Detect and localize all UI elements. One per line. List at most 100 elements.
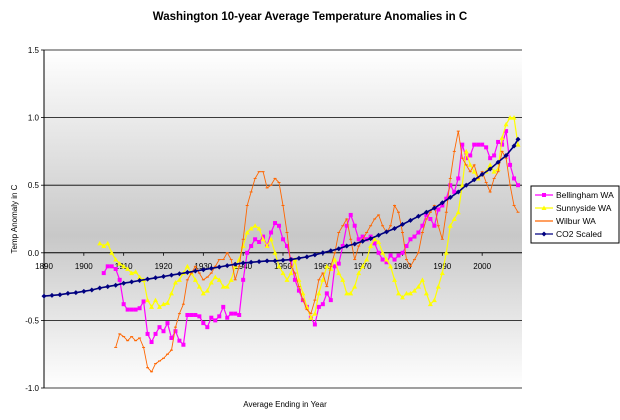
data-point (105, 264, 110, 269)
data-point (423, 290, 429, 296)
data-point (360, 234, 365, 239)
x-tick-label: 1900 (75, 262, 93, 271)
y-tick-label: 0.0 (28, 249, 40, 258)
data-point (241, 277, 246, 282)
data-point (332, 264, 337, 269)
legend-label: Wilbur WA (556, 216, 596, 226)
data-point (328, 266, 334, 272)
data-point (348, 212, 353, 217)
data-point (264, 258, 270, 264)
data-point (256, 225, 262, 231)
series-wilbur-wa (114, 130, 520, 373)
data-point (161, 329, 166, 334)
legend-entry: Wilbur WA (535, 216, 596, 226)
data-point (185, 312, 190, 317)
data-point (288, 270, 294, 276)
data-point (511, 143, 517, 149)
data-point (225, 315, 230, 320)
y-axis: 1.5 1.0 0.5 0.0 -0.5 -1.0 (25, 46, 45, 393)
data-point (419, 277, 425, 282)
data-point (269, 230, 274, 235)
legend: Bellingham WA Sunnyside WA Wilbur WA CO2 Sc… (530, 185, 620, 244)
data-point (216, 277, 222, 282)
data-point (184, 263, 190, 269)
data-point (352, 241, 358, 247)
x-tick-label: 1890 (35, 262, 53, 271)
data-point (388, 263, 394, 269)
data-point (344, 223, 349, 228)
data-point (515, 136, 521, 142)
data-point (228, 277, 234, 282)
data-point (420, 223, 425, 228)
data-point (161, 301, 166, 307)
data-point (41, 293, 47, 299)
data-point (133, 307, 138, 312)
data-point (320, 250, 326, 256)
data-point (161, 273, 166, 279)
data-point (200, 290, 206, 296)
data-point (97, 285, 103, 291)
y-tick-label: 1.0 (28, 114, 40, 123)
data-point (248, 259, 254, 265)
data-point (193, 312, 198, 317)
x-tick-label: 1930 (194, 262, 212, 271)
data-point (109, 264, 114, 269)
data-point (447, 223, 453, 228)
data-point (332, 257, 338, 262)
data-point (121, 280, 127, 286)
data-point (380, 257, 385, 262)
data-point (89, 287, 95, 293)
data-point (455, 209, 461, 215)
data-point (256, 259, 262, 265)
data-point (380, 250, 386, 255)
data-point (260, 236, 266, 242)
data-point (184, 269, 190, 275)
data-point (129, 307, 134, 312)
data-point (296, 255, 302, 261)
data-point (328, 298, 333, 303)
data-point (336, 246, 342, 252)
legend-entry: Sunnyside WA (535, 203, 612, 213)
data-point (240, 260, 246, 266)
data-point (444, 196, 449, 201)
data-point (224, 263, 230, 269)
data-point (173, 329, 178, 334)
y-tick-label: 1.5 (28, 46, 40, 55)
data-point (496, 139, 501, 144)
data-point (468, 153, 473, 158)
data-point (149, 340, 154, 345)
data-point (491, 169, 497, 174)
data-point (192, 277, 198, 282)
data-point (500, 142, 505, 147)
series-line (99, 116, 519, 319)
data-point (439, 200, 445, 206)
x-tick-label: 1940 (234, 262, 252, 271)
data-point (113, 282, 119, 288)
data-point (257, 239, 262, 244)
data-point (281, 237, 285, 242)
data-point (348, 290, 354, 296)
data-point (157, 325, 162, 330)
data-point (105, 284, 111, 290)
data-point (212, 274, 218, 280)
data-point (49, 292, 55, 298)
data-point (137, 278, 143, 284)
data-point (168, 272, 174, 278)
series-co2-scaled (41, 136, 521, 299)
legend-entry: Bellingham WA (535, 190, 614, 200)
data-point (440, 203, 445, 208)
data-point (81, 288, 87, 294)
data-point (448, 183, 453, 188)
data-point (435, 284, 441, 289)
data-point (452, 189, 457, 194)
data-point (495, 159, 501, 165)
data-point (471, 177, 477, 183)
data-point (384, 257, 390, 262)
data-point (153, 275, 159, 281)
data-point (432, 223, 437, 228)
data-point (209, 315, 214, 320)
data-point (121, 263, 127, 269)
data-point (400, 221, 405, 227)
data-point (427, 301, 433, 307)
